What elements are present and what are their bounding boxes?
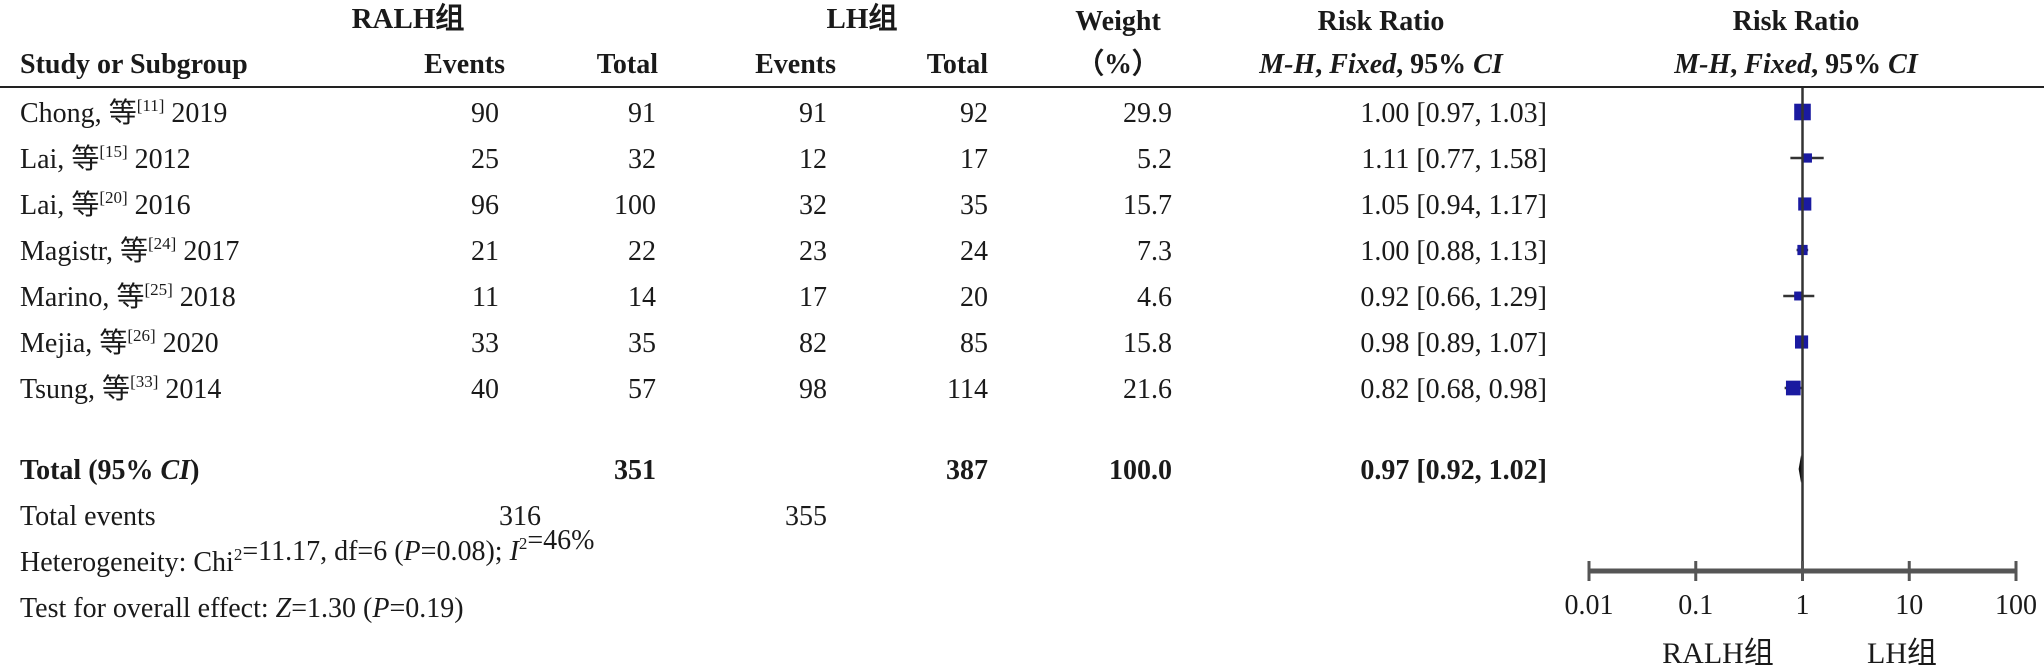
- total-events1: 316: [499, 501, 541, 532]
- weight-value: 5.2: [1137, 144, 1172, 175]
- group2-header: LH组: [827, 1, 898, 35]
- risk-ratio-value: 1.05 [0.94, 1.17]: [1360, 190, 1547, 221]
- total1-value: 14: [628, 282, 656, 313]
- events1-value: 40: [471, 374, 499, 405]
- total2-header: Total: [927, 49, 988, 80]
- events1-value: 11: [472, 282, 499, 313]
- total1-value: 91: [628, 98, 656, 129]
- risk-ratio-value: 1.11 [0.77, 1.58]: [1361, 144, 1547, 175]
- weight-unit-header: （%）: [1076, 47, 1160, 80]
- events2-value: 98: [799, 374, 827, 405]
- risk-ratio-value: 0.92 [0.66, 1.29]: [1360, 282, 1547, 313]
- weight-value: 7.3: [1137, 236, 1172, 267]
- weight-total: 100.0: [1109, 455, 1172, 486]
- x-tick-label: 100: [1995, 590, 2037, 621]
- study-name: Tsung, 等[33] 2014: [20, 372, 221, 405]
- events2-header: Events: [755, 49, 836, 80]
- risk-ratio-total: 0.97 [0.92, 1.02]: [1360, 455, 1547, 486]
- events1-value: 33: [471, 328, 499, 359]
- heterogeneity-text: Heterogeneity: Chi2=11.17, df=6 (P=0.08)…: [20, 525, 595, 578]
- weight-value: 29.9: [1123, 98, 1172, 129]
- events2-value: 82: [799, 328, 827, 359]
- effect-marker: [1798, 197, 1812, 211]
- total2-value: 35: [960, 190, 988, 221]
- total1-value: 22: [628, 236, 656, 267]
- effect-marker: [1785, 380, 1801, 396]
- effect-marker: [1794, 291, 1804, 301]
- events2-value: 23: [799, 236, 827, 267]
- total2-value: 20: [960, 282, 988, 313]
- events2-value: 32: [799, 190, 827, 221]
- weight-header: Weight: [1075, 6, 1161, 37]
- total-events-label: Total events: [20, 501, 156, 532]
- total1-header: Total: [597, 49, 658, 80]
- risk-ratio-value: 0.82 [0.68, 0.98]: [1360, 374, 1547, 405]
- weight-value: 4.6: [1137, 282, 1172, 313]
- events1-value: 90: [471, 98, 499, 129]
- study-name: Lai, 等[20] 2016: [20, 188, 191, 221]
- events1-header: Events: [424, 49, 505, 80]
- study-name: Marino, 等[25] 2018: [20, 280, 236, 313]
- total2-value: 24: [960, 236, 988, 267]
- risk-ratio-header: Risk Ratio: [1318, 6, 1445, 37]
- effect-marker: [1802, 153, 1812, 163]
- plot-method: M-H, Fixed, 95% CI: [1673, 49, 1919, 80]
- total1-value: 57: [628, 374, 656, 405]
- x-tick-label: 1: [1796, 590, 1810, 621]
- total1-sum: 351: [614, 455, 656, 486]
- total1-value: 35: [628, 328, 656, 359]
- favours-right-label: LH组: [1867, 636, 1937, 671]
- events2-value: 91: [799, 98, 827, 129]
- events1-value: 21: [471, 236, 499, 267]
- weight-value: 15.7: [1123, 190, 1172, 221]
- risk-ratio-value: 1.00 [0.88, 1.13]: [1360, 236, 1547, 267]
- x-tick-label: 0.01: [1565, 590, 1614, 621]
- study-name: Lai, 等[15] 2012: [20, 142, 191, 175]
- group1-header: RALH组: [352, 1, 465, 35]
- study-name: Chong, 等[11] 2019: [20, 96, 227, 129]
- x-tick-label: 0.1: [1678, 590, 1713, 621]
- total-label: Total (95% CI): [20, 455, 199, 486]
- study-column-header: Study or Subgroup: [20, 49, 248, 80]
- total2-value: 85: [960, 328, 988, 359]
- total-events2: 355: [785, 501, 827, 532]
- study-name: Mejia, 等[26] 2020: [20, 326, 219, 359]
- events1-value: 25: [471, 144, 499, 175]
- x-tick-label: 10: [1895, 590, 1923, 621]
- favours-left-label: RALH组: [1662, 636, 1774, 671]
- total2-sum: 387: [946, 455, 988, 486]
- total1-value: 32: [628, 144, 656, 175]
- weight-value: 21.6: [1123, 374, 1172, 405]
- total2-value: 17: [960, 144, 988, 175]
- study-name: Magistr, 等[24] 2017: [20, 234, 239, 267]
- weight-value: 15.8: [1123, 328, 1172, 359]
- total2-value: 114: [947, 374, 988, 405]
- risk-ratio-method: M-H, Fixed, 95% CI: [1258, 49, 1504, 80]
- overall-effect-text: Test for overall effect: Z=1.30 (P=0.19): [20, 593, 464, 624]
- events1-value: 96: [471, 190, 499, 221]
- events2-value: 17: [799, 282, 827, 313]
- risk-ratio-value: 1.00 [0.97, 1.03]: [1360, 98, 1547, 129]
- events2-value: 12: [799, 144, 827, 175]
- plot-title: Risk Ratio: [1733, 6, 1860, 37]
- risk-ratio-value: 0.98 [0.89, 1.07]: [1360, 328, 1547, 359]
- total1-value: 100: [614, 190, 656, 221]
- total2-value: 92: [960, 98, 988, 129]
